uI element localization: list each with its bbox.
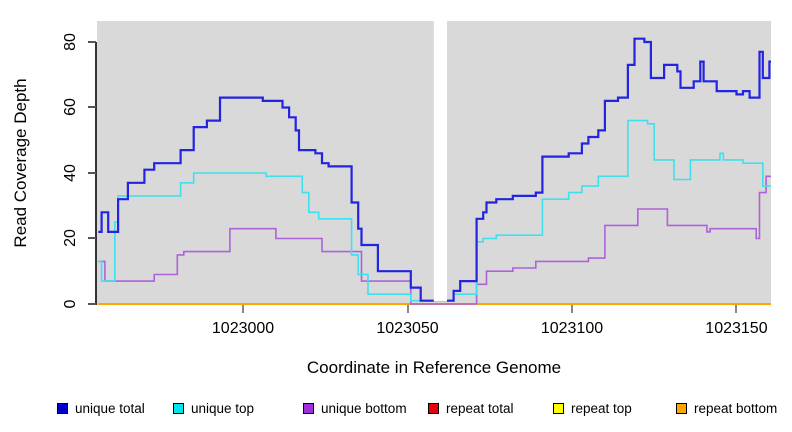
legend-label: repeat top [571, 400, 632, 416]
legend-label: repeat total [446, 400, 514, 416]
y-tick-mark [88, 303, 96, 305]
x-tick-mark [735, 305, 738, 313]
y-tick-label-60: 60 [62, 98, 79, 117]
legend-item-unique-bottom: unique bottom [303, 400, 407, 416]
legend-item-unique-top: unique top [173, 400, 255, 416]
x-axis-title: Coordinate in Reference Genome [306, 358, 562, 377]
y-tick-label-80: 80 [62, 33, 79, 51]
series-line-unique-total [98, 37, 771, 302]
x-tick-label-1023150: 1023150 [705, 320, 768, 337]
y-tick-label-20: 20 [62, 229, 79, 248]
x-tick-label-1023000: 1023000 [211, 320, 275, 337]
x-tick-label-1023050: 1023050 [376, 320, 439, 337]
unique-top-swatch-icon [173, 402, 184, 414]
x-tick-mark [570, 305, 573, 313]
unique-total-swatch-icon [57, 402, 68, 414]
legend-item-repeat-bottom: repeat bottom [676, 400, 778, 416]
y-tick-mark [88, 237, 96, 240]
x-tick-mark [406, 305, 409, 313]
y-tick-mark [88, 171, 96, 174]
y-tick-label-40: 40 [62, 164, 79, 182]
y-tick-mark [88, 106, 96, 109]
legend-label: repeat bottom [694, 400, 778, 416]
legend-item-repeat-total: repeat total [428, 400, 514, 416]
y-axis-title: Read Coverage Depth [11, 78, 30, 248]
series-line-unique-top [98, 119, 771, 302]
legend-label: unique bottom [321, 400, 407, 416]
y-tick-mark [88, 40, 96, 43]
legend-label: unique top [191, 400, 255, 416]
repeat-total-swatch-icon [428, 402, 439, 414]
no-data-gap-band [433, 21, 447, 302]
series-line-unique-bottom [98, 175, 771, 305]
repeat-top-swatch-icon [553, 402, 564, 414]
x-tick-label-1023100: 1023100 [540, 320, 604, 337]
x-tick-mark [242, 305, 245, 313]
y-tick-label-0: 0 [62, 299, 79, 309]
repeat-bottom-swatch-icon [676, 402, 687, 414]
legend-item-unique-total: unique total [57, 400, 145, 416]
legend-item-repeat-top: repeat top [553, 400, 632, 416]
y-axis-line [95, 42, 97, 305]
coverage-step-lines-svg [98, 21, 771, 305]
legend-label: unique total [75, 400, 145, 416]
unique-bottom-swatch-icon [303, 402, 314, 414]
